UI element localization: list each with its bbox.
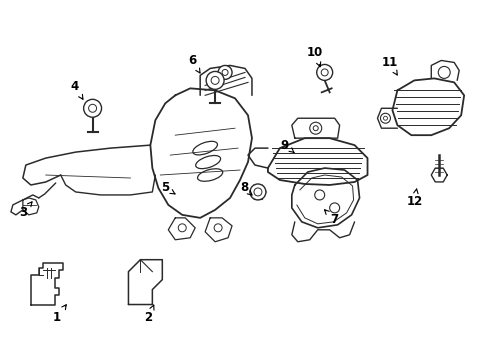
Circle shape	[206, 71, 224, 89]
Text: 4: 4	[70, 80, 83, 99]
Circle shape	[437, 67, 449, 78]
Circle shape	[249, 184, 265, 200]
Text: 5: 5	[161, 181, 175, 194]
Circle shape	[309, 122, 321, 134]
Text: 11: 11	[381, 56, 397, 75]
Text: 3: 3	[19, 202, 32, 219]
Text: 12: 12	[406, 189, 422, 208]
Circle shape	[83, 99, 102, 117]
Text: 6: 6	[188, 54, 200, 73]
Circle shape	[218, 66, 232, 80]
Text: 1: 1	[53, 305, 66, 324]
Text: 10: 10	[306, 46, 322, 67]
Circle shape	[316, 64, 332, 80]
Text: 2: 2	[144, 305, 154, 324]
Text: 7: 7	[324, 210, 338, 226]
Text: 8: 8	[240, 181, 251, 195]
Text: 9: 9	[280, 139, 293, 153]
Circle shape	[380, 113, 389, 123]
